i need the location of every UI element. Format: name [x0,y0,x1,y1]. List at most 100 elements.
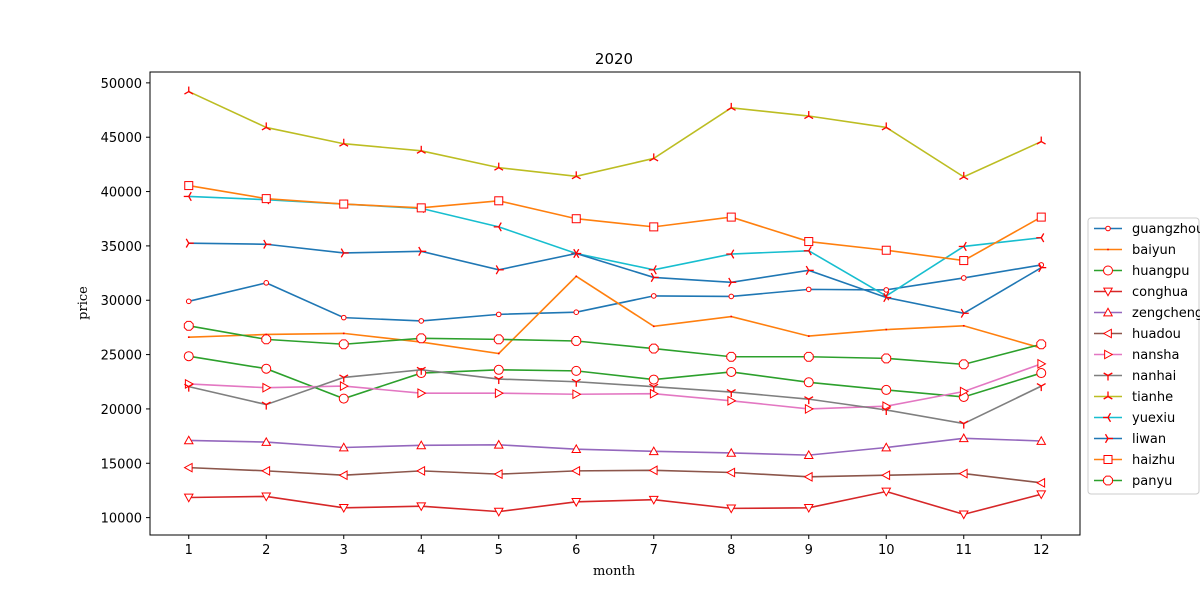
data-point-guangzhou-4 [418,318,425,324]
data-point-liwan-8 [728,277,737,287]
data-point-liwan-1 [185,238,194,248]
data-point-yuexiu-11-spoke [963,241,967,247]
data-point-tianhe-4 [416,145,426,154]
y-tick-label: 40000 [101,186,142,201]
data-point-liwan-4-spoke [418,251,422,256]
data-point-tianhe-11-spoke [963,176,969,180]
data-point-nanhai-11-spoke [959,420,965,425]
data-point-nanhai-4-spoke [416,366,422,371]
data-point-haizhu-3 [339,199,349,209]
data-point-nanhai-1-spoke [184,383,190,388]
legend-marker-huangpu [1103,265,1113,276]
series-line-huangpu [188,355,1042,400]
x-tick-label: 5 [495,543,503,558]
data-point-tianhe-1-spoke [184,91,190,95]
data-point-tianhe-3-spoke [339,143,345,147]
data-point-huangpu-6 [571,365,582,376]
data-point-yuexiu-1 [183,191,192,202]
series-liwan [185,238,1047,318]
data-point-conghua-3 [338,503,349,514]
legend-entry-conghua: conghua [1094,285,1188,300]
data-point-huangpu-5 [493,364,504,375]
data-point-nanhai-5-spoke [498,375,504,380]
data-point-zengcheng-12 [1036,435,1047,445]
data-point-liwan-11 [960,308,969,318]
data-point-haizhu-11 [959,256,969,266]
data-point-nanhai-10-spoke [881,406,887,411]
series-line-zengcheng [188,437,1042,456]
data-point-huangpu-2 [261,363,272,374]
series-tianhe [184,86,1046,180]
data-point-tianhe-4-spoke [420,150,426,154]
data-point-nanhai-5-spoke [494,375,500,380]
data-point-baiyun-11 [962,324,965,327]
data-point-liwan-8-spoke [728,277,732,283]
legend-marker-liwan-spoke [1104,433,1109,439]
legend-label-nansha: nansha [1132,348,1179,363]
data-point-nanhai-11 [959,420,969,429]
data-point-tianhe-1 [184,86,194,95]
data-point-baiyun-9 [807,335,810,337]
data-point-nanhai-9-spoke [804,396,810,400]
data-point-liwan-2-spoke [263,239,267,245]
data-point-yuexiu-12-spoke [1040,237,1045,243]
legend-entry-yuexiu: yuexiu [1094,411,1175,426]
data-point-zengcheng-7 [648,446,659,456]
data-point-tianhe-12-spoke [1036,140,1042,145]
x-tick-label: 1 [185,543,193,558]
data-point-panyu-3 [338,339,349,350]
legend-label-haizhu: haizhu [1132,453,1175,468]
data-point-haizhu-6 [571,214,581,224]
data-point-nansha-3 [339,381,349,392]
y-tick-label: 45000 [101,131,142,146]
y-tick-label: 15000 [101,457,142,472]
legend-entry-huangpu: huangpu [1094,264,1189,279]
data-point-liwan-3-spoke [340,252,345,258]
data-point-huadou-1 [183,462,193,473]
series-line-nanhai [188,368,1042,425]
data-point-liwan-1-spoke [185,238,190,244]
data-point-tianhe-3-spoke [343,143,349,147]
data-point-yuexiu-5-spoke [498,222,502,228]
data-point-guangzhou-11 [960,275,967,281]
data-point-tianhe-10 [881,122,891,131]
data-point-nanhai-9 [804,396,814,405]
data-point-zengcheng-8 [726,447,737,457]
data-point-yuexiu-9-spoke [808,250,812,256]
y-tick-label: 25000 [101,349,142,364]
data-point-yuexiu-8 [726,249,735,259]
y-tick-label: 20000 [101,403,142,418]
data-point-huadou-2 [261,465,271,476]
data-point-huangpu-1 [183,351,194,362]
data-point-tianhe-10-spoke [881,126,887,131]
data-point-huadou-11 [958,468,968,479]
data-point-nansha-12 [1037,358,1047,369]
data-point-huadou-5 [493,469,503,480]
data-point-liwan-9-spoke [805,270,810,276]
data-point-nanhai-1 [184,383,194,392]
data-point-nanhai-1-spoke [188,383,194,388]
legend-marker-nanhai-spoke [1107,372,1113,377]
data-point-nanhai-8-spoke [730,389,736,393]
data-point-conghua-8 [726,504,737,514]
data-point-nanhai-3-spoke [339,374,345,378]
data-point-panyu-10 [881,353,892,364]
y-tick-label: 10000 [101,512,142,527]
data-point-tianhe-9 [804,111,814,120]
data-point-huangpu-8 [726,366,737,377]
data-point-huadou-4 [416,465,426,476]
data-point-guangzhou-9 [805,286,812,293]
series-line-yuexiu [188,195,1042,297]
data-point-panyu-2 [261,334,272,345]
data-point-tianhe-8 [726,102,736,111]
data-point-conghua-5 [493,507,504,517]
data-point-haizhu-2 [261,194,271,204]
data-point-haizhu-7 [649,222,659,232]
series-panyu [183,320,1047,370]
series-line-huadou [188,466,1042,484]
data-point-nanhai-3 [339,374,349,383]
legend-marker-conghua [1102,287,1114,297]
axes: 1 2 3 4 5 6 7 8 9 10 11 121000015000200002500030000… [101,71,1081,558]
data-point-tianhe-4-spoke [416,150,422,154]
